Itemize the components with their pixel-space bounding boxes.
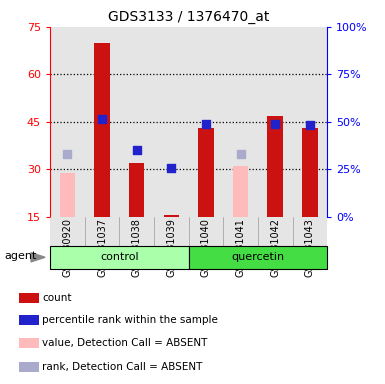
Polygon shape	[31, 253, 45, 262]
Bar	[223, 217, 258, 269]
Bar	[189, 27, 223, 217]
Bar	[19, 293, 38, 303]
Bar	[50, 217, 85, 269]
Bar	[258, 217, 293, 269]
Bar	[154, 27, 189, 217]
Bar	[154, 217, 189, 269]
Text: GSM181039: GSM181039	[166, 218, 176, 277]
Text: GSM181041: GSM181041	[236, 218, 246, 277]
Bar	[119, 27, 154, 217]
Bar	[50, 27, 85, 217]
Bar	[233, 166, 248, 217]
Bar	[302, 128, 318, 217]
Text: quercetin: quercetin	[231, 252, 285, 262]
Point	[272, 121, 278, 127]
Bar	[293, 27, 327, 217]
Bar	[85, 27, 119, 217]
Point	[99, 116, 105, 122]
Title: GDS3133 / 1376470_at: GDS3133 / 1376470_at	[108, 10, 270, 25]
Text: GSM181040: GSM181040	[201, 218, 211, 277]
Text: percentile rank within the sample: percentile rank within the sample	[42, 315, 218, 325]
Bar	[258, 27, 293, 217]
Text: GSM181043: GSM181043	[305, 218, 315, 277]
Bar	[19, 338, 38, 348]
Bar	[19, 362, 38, 372]
Text: GSM181037: GSM181037	[97, 218, 107, 277]
Bar	[129, 163, 144, 217]
Text: rank, Detection Call = ABSENT: rank, Detection Call = ABSENT	[42, 362, 203, 372]
Point	[203, 121, 209, 127]
Bar	[189, 217, 223, 269]
Text: GSM181038: GSM181038	[132, 218, 142, 277]
Bar	[189, 246, 327, 269]
Bar	[19, 315, 38, 325]
Point	[64, 151, 70, 157]
Bar	[119, 217, 154, 269]
Text: GSM180920: GSM180920	[62, 218, 72, 277]
Bar	[164, 215, 179, 217]
Bar	[94, 43, 110, 217]
Bar	[60, 173, 75, 217]
Bar	[85, 217, 119, 269]
Bar	[198, 128, 214, 217]
Bar	[50, 246, 189, 269]
Text: value, Detection Call = ABSENT: value, Detection Call = ABSENT	[42, 338, 208, 348]
Point	[238, 151, 244, 157]
Text: count: count	[42, 293, 72, 303]
Text: GSM181042: GSM181042	[270, 218, 280, 277]
Text: control: control	[100, 252, 139, 262]
Bar	[223, 27, 258, 217]
Point	[307, 122, 313, 128]
Point	[134, 147, 140, 154]
Bar	[293, 217, 327, 269]
Bar	[268, 116, 283, 217]
Point	[168, 165, 174, 171]
Text: agent: agent	[4, 251, 36, 261]
